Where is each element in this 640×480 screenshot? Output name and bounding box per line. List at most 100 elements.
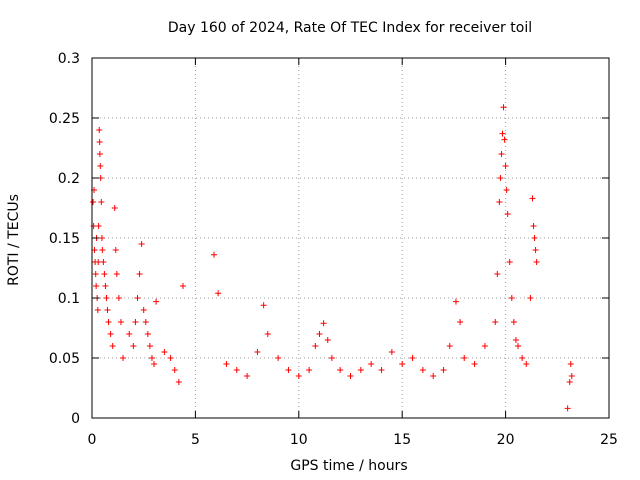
data-point: [120, 355, 127, 361]
data-point: [153, 298, 160, 305]
data-point: [130, 343, 137, 349]
data-point: [430, 373, 437, 379]
data-point: [95, 259, 102, 265]
y-axis-label: ROTI / TECUs: [6, 194, 22, 286]
data-point: [532, 247, 539, 253]
data-point: [409, 355, 416, 361]
data-point: [94, 307, 101, 313]
data-point: [136, 271, 143, 277]
data-point: [101, 271, 108, 277]
data-point: [102, 283, 109, 289]
y-tick-label: 0.1: [58, 291, 80, 307]
y-tick-label: 0.25: [49, 111, 80, 127]
data-points: [90, 104, 575, 412]
x-tick-label: 20: [497, 432, 515, 448]
data-point: [179, 283, 186, 289]
y-tick-label: 0.3: [58, 51, 80, 67]
data-point: [499, 130, 506, 137]
plot-frame: [91, 57, 610, 419]
x-axis-label: GPS time / hours: [290, 458, 407, 474]
data-point: [530, 223, 537, 229]
data-point: [452, 298, 459, 305]
data-point: [126, 331, 133, 337]
data-point: [523, 361, 530, 367]
data-point: [320, 320, 327, 327]
data-point: [140, 307, 147, 313]
data-point: [324, 337, 331, 343]
data-point: [98, 199, 105, 205]
data-point: [96, 151, 103, 157]
y-tick-label: 0.2: [58, 171, 80, 187]
data-point: [295, 373, 302, 379]
data-point: [492, 319, 499, 325]
data-point: [494, 271, 501, 277]
data-point: [113, 271, 120, 277]
data-point: [378, 367, 385, 373]
data-point: [98, 235, 105, 241]
data-point: [260, 302, 267, 309]
data-point: [134, 295, 141, 301]
data-point: [100, 259, 107, 265]
data-point: [107, 331, 114, 337]
x-tick-label: 15: [393, 432, 411, 448]
data-point: [419, 367, 426, 373]
data-point: [112, 247, 119, 253]
data-point: [132, 319, 139, 325]
data-point: [508, 295, 515, 301]
data-point: [446, 343, 453, 349]
data-point: [93, 283, 100, 289]
data-point: [171, 367, 178, 373]
data-point: [567, 361, 574, 367]
y-tick-label: 0.05: [49, 351, 80, 367]
data-point: [531, 235, 538, 241]
data-point: [151, 361, 158, 367]
x-tick-label: 5: [191, 432, 200, 448]
data-point: [115, 295, 122, 301]
data-point: [501, 136, 508, 143]
data-point: [440, 367, 447, 373]
data-point: [529, 195, 536, 202]
data-point: [275, 355, 282, 361]
data-point: [90, 199, 97, 205]
data-point: [568, 373, 575, 379]
data-point: [244, 373, 251, 379]
data-point: [337, 367, 344, 373]
data-point: [254, 349, 261, 355]
data-point: [223, 361, 230, 367]
x-tick-label: 10: [290, 432, 308, 448]
data-point: [103, 295, 110, 301]
y-tick-label: 0: [71, 411, 80, 427]
data-point: [138, 241, 145, 247]
data-point: [144, 331, 151, 337]
data-point: [502, 163, 509, 169]
data-point: [461, 355, 468, 361]
data-point: [388, 349, 395, 355]
data-point: [97, 163, 104, 169]
data-point: [316, 331, 323, 337]
data-point: [233, 367, 240, 373]
data-point: [471, 361, 478, 367]
data-point: [512, 337, 519, 343]
axis-ticks: 0 0.05 0.1 0.15 0.2 0.25 0.3 0 5 10 15 20 25: [49, 51, 618, 448]
x-tick-label: 25: [600, 432, 618, 448]
data-point: [215, 290, 222, 297]
data-point: [497, 175, 504, 181]
data-point: [564, 405, 571, 412]
data-point: [533, 259, 540, 265]
x-tick-label: 0: [88, 432, 97, 448]
data-point: [99, 247, 106, 253]
data-point: [306, 367, 313, 373]
data-point: [312, 343, 319, 349]
data-point: [328, 355, 335, 361]
data-point: [175, 379, 182, 385]
data-point: [515, 343, 522, 349]
data-point: [527, 295, 534, 301]
data-point: [109, 343, 116, 349]
data-point: [496, 199, 503, 205]
data-point: [92, 271, 99, 277]
grid: [92, 58, 609, 418]
data-point: [264, 331, 271, 337]
data-point: [510, 319, 517, 325]
